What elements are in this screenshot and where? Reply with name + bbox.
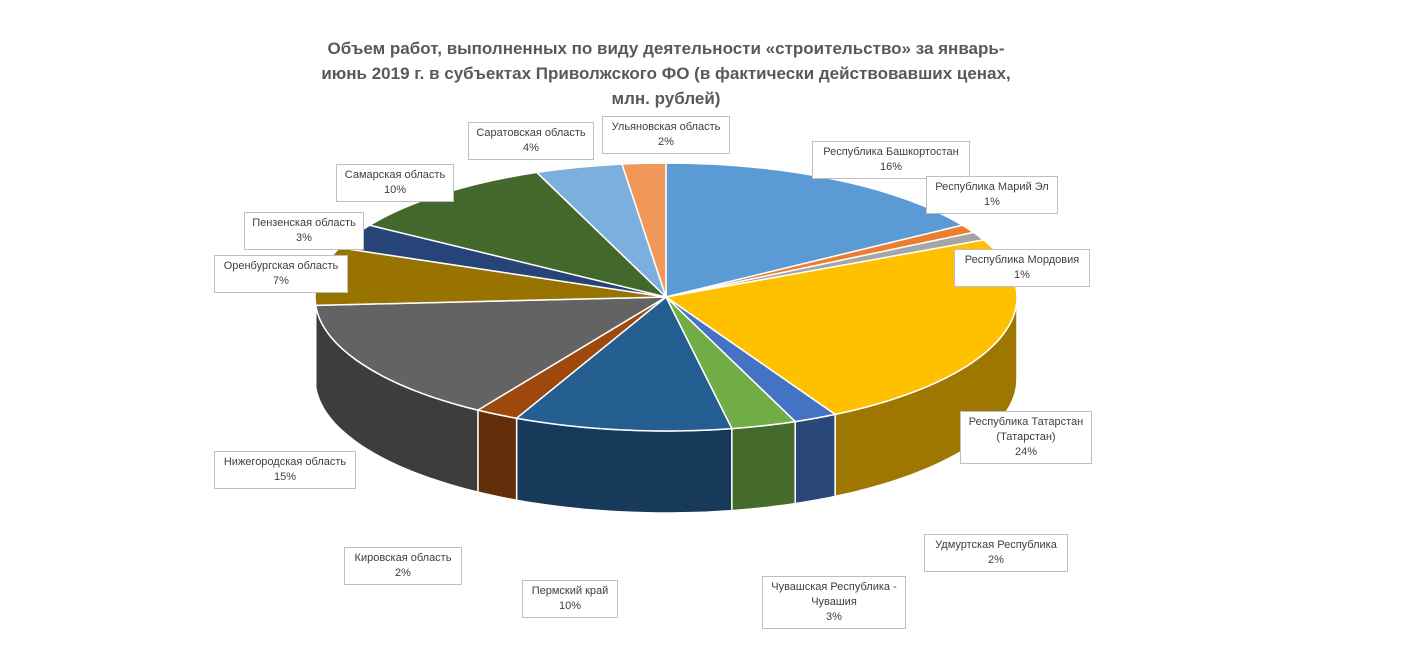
data-label-mordovia: Республика Мордовия 1% (954, 249, 1090, 287)
data-label-name-2: (Татарстан) (996, 431, 1056, 443)
data-label-pct: 10% (558, 600, 582, 612)
chart-title-line-1: Объем работ, выполненных по виду деятель… (327, 39, 1005, 58)
data-label-pct: 15% (273, 471, 297, 483)
data-label-pct: 2% (658, 136, 674, 148)
data-label-pct: 2% (988, 554, 1004, 566)
pie-side-walls (314, 296, 1018, 514)
pie-side-slice-5 (731, 420, 796, 512)
data-label-name: Пермский край (531, 585, 609, 597)
data-label-pct: 2% (395, 567, 411, 579)
data-label-kirov: Кировская область 2% (344, 547, 462, 585)
pie-top-faces (314, 162, 1018, 432)
pie-slice-13 (620, 162, 667, 298)
chart-title-line-3: млн. рублей) (611, 89, 721, 108)
data-label-name: Республика Марий Эл (935, 181, 1049, 193)
data-label-mari-el: Республика Марий Эл 1% (926, 176, 1058, 214)
data-label-name: Чувашская Республика - (771, 581, 897, 593)
data-label-orenburg: Оренбургская область 7% (214, 255, 348, 293)
data-label-name: Удмуртская Республика (935, 539, 1057, 551)
data-label-name: Республика Мордовия (964, 254, 1080, 266)
data-label-name: Пензенская область (252, 217, 356, 229)
data-label-pct: 3% (296, 232, 312, 244)
pie-side-slice-6 (515, 417, 733, 514)
chart-title-line-2: июнь 2019 г. в субъектах Приволжского ФО… (321, 64, 1011, 83)
data-label-name: Республика Татарстан (968, 416, 1084, 428)
data-label-penza: Пензенская область 3% (244, 212, 364, 250)
pie-slice-6 (514, 295, 733, 432)
data-label-udmurtia: Удмуртская Республика 2% (924, 534, 1068, 572)
data-label-pct: 3% (826, 611, 842, 623)
data-label-pct: 7% (273, 275, 289, 287)
chart-title: Объем работ, выполненных по виду деятель… (296, 36, 1036, 111)
data-label-pct: 1% (984, 196, 1000, 208)
data-label-name: Саратовская область (476, 127, 586, 139)
data-label-pct: 1% (1014, 269, 1030, 281)
data-label-pct: 10% (383, 184, 407, 196)
pie-side-slice-9 (314, 297, 317, 388)
pie-slice-8 (314, 296, 669, 411)
data-label-name-2: Чувашия (811, 596, 857, 608)
data-label-name: Нижегородская область (223, 456, 347, 468)
data-label-pct: 16% (879, 161, 903, 173)
data-label-name: Кировская область (354, 552, 452, 564)
data-label-name: Оренбургская область (223, 260, 339, 272)
data-label-name: Самарская область (344, 169, 446, 181)
data-label-nizhny-novgorod: Нижегородская область 15% (214, 451, 356, 489)
data-label-name: Ульяновская область (611, 121, 721, 133)
data-label-pct: 24% (1014, 446, 1038, 458)
data-label-saratov: Саратовская область 4% (468, 122, 594, 160)
data-label-chuvashia: Чувашская Республика - Чувашия 3% (762, 576, 906, 629)
data-label-bashkortostan: Республика Башкортостан 16% (812, 141, 970, 179)
data-label-samara: Самарская область 10% (336, 164, 454, 202)
data-label-perm: Пермский край 10% (522, 580, 618, 618)
data-label-tatarstan: Республика Татарстан (Татарстан) 24% (960, 411, 1092, 464)
data-label-pct: 4% (523, 142, 539, 154)
data-label-name: Республика Башкортостан (823, 146, 959, 158)
pie-side-slice-7 (477, 409, 518, 502)
pie-side-slice-4 (794, 413, 836, 505)
data-label-ulyanovsk: Ульяновская область 2% (602, 116, 730, 154)
